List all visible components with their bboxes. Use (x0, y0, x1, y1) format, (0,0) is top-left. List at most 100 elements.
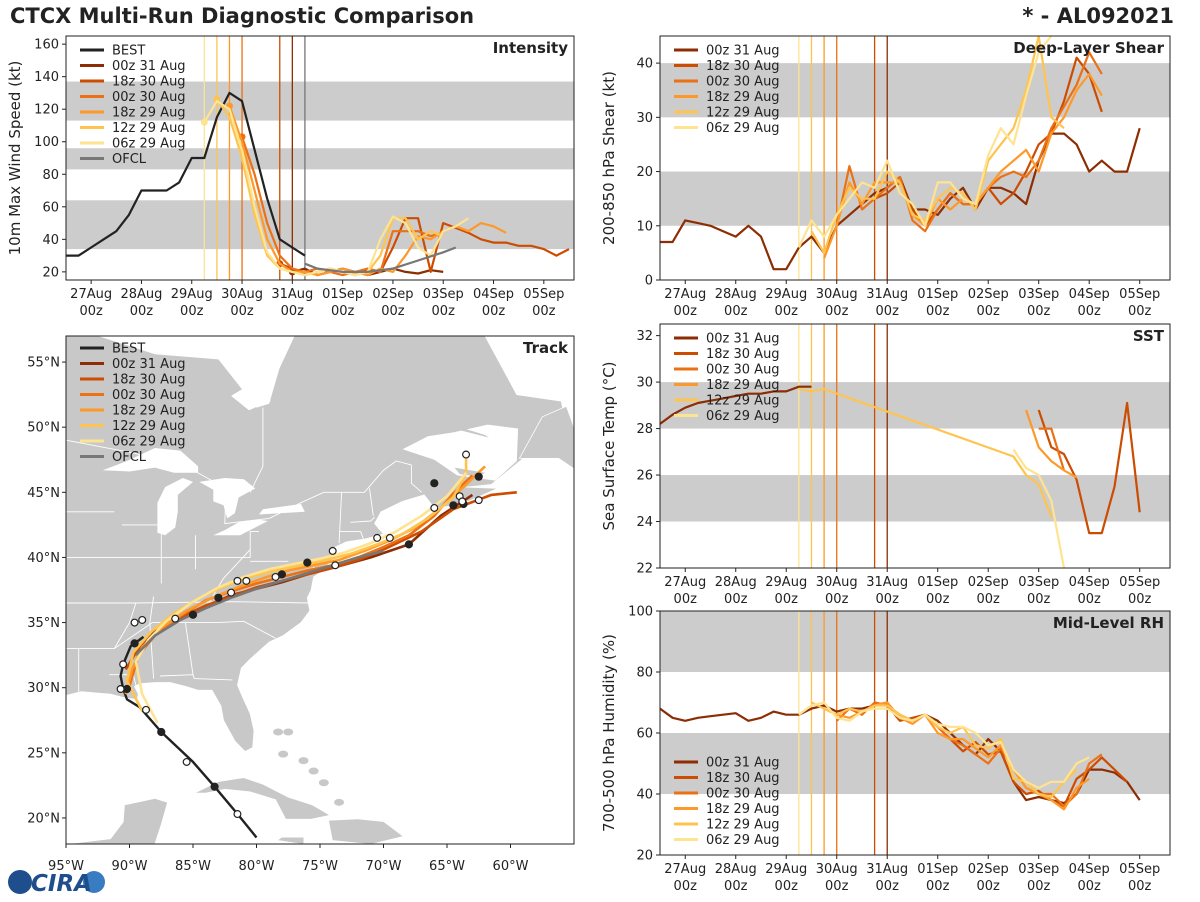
x-tick-label: 00z (876, 879, 900, 894)
legend-label: 12z 29 Aug (112, 419, 186, 434)
bahamas-island (273, 728, 284, 736)
legend-label: 00z 31 Aug (112, 357, 186, 372)
plot-background (660, 324, 1170, 568)
lake-michigan (157, 478, 193, 536)
admin-border (66, 601, 310, 604)
logo-text: CIRA (31, 871, 92, 897)
legend-label: OFCL (112, 152, 147, 167)
x-tick-label: 00z (977, 879, 1001, 894)
x-tick-label: 00z (281, 304, 305, 319)
y-tick-label: 100 (34, 135, 59, 150)
legend-label: 18z 30 Aug (112, 75, 186, 90)
x-tick-label: 31Aug (866, 287, 908, 302)
series-line-00z-31-aug (660, 385, 812, 425)
y-tick-label: 80 (636, 666, 653, 681)
x-tick-label: 00z (926, 879, 950, 894)
plot-frame (65, 35, 575, 281)
x-tick-label: 00z (876, 592, 900, 607)
track-marker-filled (449, 501, 458, 510)
legend-label: BEST (112, 342, 145, 357)
intensity-chart: 20 40 60 80 100 120 140 160 27Aug 00z 28Aug 00z 29Au… (6, 35, 575, 319)
x-tick-label: 00z (532, 304, 556, 319)
x-tick-label: 04Sep (1069, 287, 1110, 302)
y-tick-label: 140 (34, 70, 59, 85)
x-tick-label: 00z (775, 592, 799, 607)
legend-label: 18z 30 Aug (112, 373, 186, 388)
y-axis-label: Sea Surface Temp (°C) (600, 361, 618, 530)
y-tick-label: 20 (42, 265, 59, 280)
shear-chart: 0 10 20 30 40 27Aug 00z 28Aug 00z 29Aug 00z 30Aug 00… (600, 35, 1171, 319)
y-axis-label: 10m Max Wind Speed (kt) (6, 61, 24, 256)
legend-label: 06z 29 Aug (112, 137, 186, 152)
threshold-band (66, 81, 574, 121)
y-tick-label: 0 (645, 274, 653, 289)
admin-border (149, 596, 155, 679)
lon-tick-label: 75°W (302, 859, 338, 874)
x-tick-label: 00z (876, 304, 900, 319)
track-marker-open (233, 576, 242, 585)
track-marker-filled (404, 540, 413, 549)
lat-tick-label: 55°N (27, 356, 60, 371)
track-marker-open (171, 614, 180, 623)
x-tick-label: 00z (1027, 592, 1051, 607)
y-tick-label: 22 (636, 562, 653, 577)
admin-border (159, 674, 233, 681)
hispaniola-land (328, 819, 403, 844)
legend-label: 18z 29 Aug (706, 802, 780, 817)
bahamas-island (298, 757, 309, 765)
track-marker-open (328, 546, 337, 555)
figure-title: CTCX Multi-Run Diagnostic Comparison (10, 4, 475, 28)
x-tick-label: 03Sep (1018, 287, 1059, 302)
track-marker-filled (130, 639, 139, 648)
legend-label: 18z 29 Aug (706, 378, 780, 393)
track-marker-open (130, 618, 139, 627)
x-tick-label: 28Aug (120, 287, 162, 302)
x-tick-label: 28Aug (715, 287, 757, 302)
x-tick-label: 00z (1027, 304, 1051, 319)
x-tick-label: 00z (674, 879, 698, 894)
y-tick-label: 26 (636, 469, 653, 484)
x-tick-label: 05Sep (1119, 287, 1160, 302)
series-line-06z-29-aug (798, 701, 1090, 790)
cuba-land (194, 777, 332, 820)
y-tick-label: 40 (636, 788, 653, 803)
bahamas-island (283, 728, 294, 736)
track-line-ofcl (134, 549, 384, 657)
track-marker-open (227, 588, 236, 597)
bahamas-island (308, 767, 319, 775)
x-tick-label: 04Sep (1069, 575, 1110, 590)
lon-tick-label: 60°W (493, 859, 529, 874)
series-line-12z-29-aug (810, 36, 1065, 254)
jamaica-land (278, 837, 304, 844)
y-tick-label: 60 (42, 200, 59, 215)
legend-label: OFCL (112, 450, 147, 465)
legend-label: 00z 30 Aug (112, 388, 186, 403)
y-tick-label: 28 (636, 422, 653, 437)
x-tick-label: 00z (825, 592, 849, 607)
x-tick-label: 03Sep (1018, 862, 1059, 877)
x-tick-label: 00z (775, 304, 799, 319)
cira-logo: CIRA (6, 866, 106, 898)
x-tick-label: 00z (724, 879, 748, 894)
y-tick-label: 30 (636, 111, 653, 126)
x-tick-label: 30Aug (816, 862, 858, 877)
track-marker-open (458, 497, 467, 506)
x-tick-label: 01Sep (322, 287, 363, 302)
admin-border (209, 549, 251, 602)
track-marker-open (119, 660, 128, 669)
series-line-06z-29-aug (1012, 448, 1066, 568)
x-tick-label: 00z (977, 304, 1001, 319)
x-tick-label: 00z (180, 304, 204, 319)
panel-title: SST (1133, 327, 1165, 345)
track-marker-open (233, 810, 242, 819)
lon-tick-label: 90°W (112, 859, 148, 874)
sst-chart: 22 24 26 28 30 32 27Aug 00z 28Aug 00z 29Aug 00z 30Au… (600, 323, 1171, 607)
x-tick-label: 27Aug (70, 287, 112, 302)
y-tick-label: 10 (636, 219, 653, 234)
legend-label: 18z 30 Aug (706, 771, 780, 786)
legend-label: 00z 30 Aug (112, 90, 186, 105)
x-tick-label: 31Aug (866, 575, 908, 590)
y-tick-label: 24 (636, 515, 653, 530)
track-marker-filled (157, 727, 166, 737)
